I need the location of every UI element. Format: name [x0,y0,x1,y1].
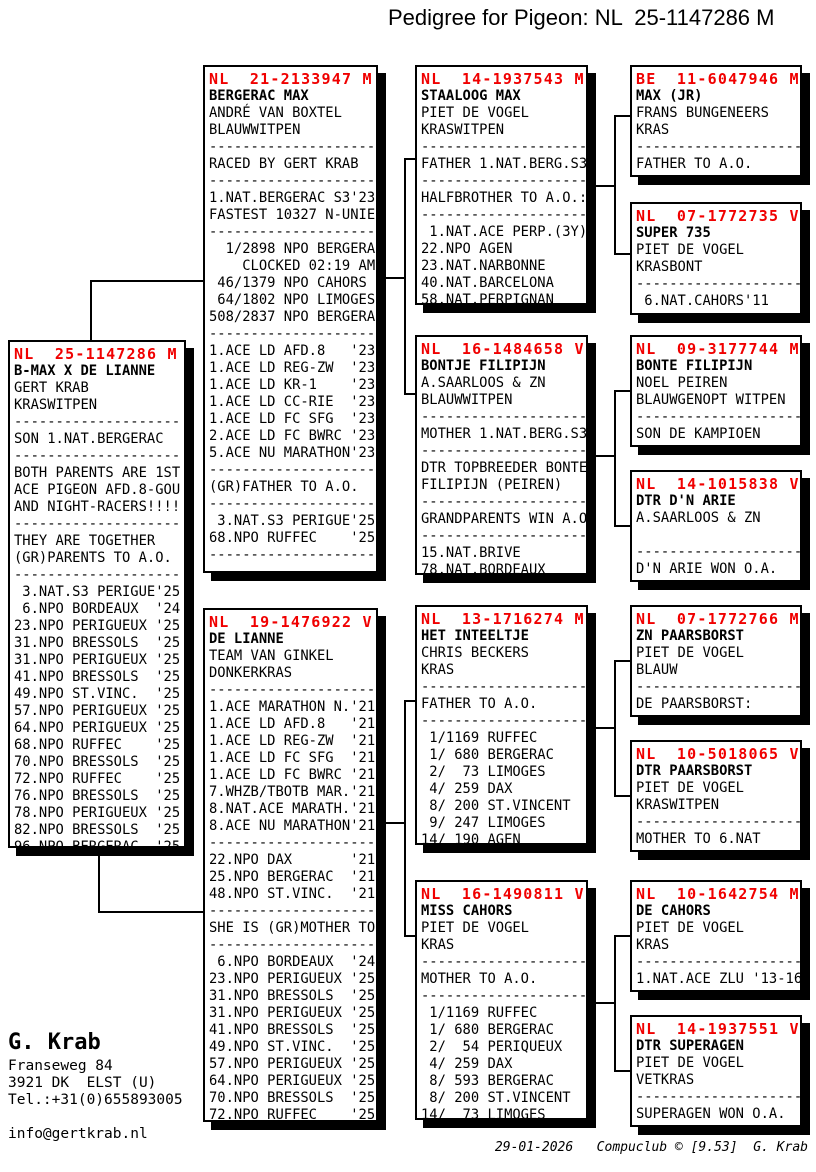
pedigree-box-ggp-8: NL 14-1937551 V DTR SUPERAGEN PIET DE VO… [630,1015,802,1127]
owner-name: G. Krab [8,1030,101,1055]
pedigree-box-ggp-5: NL 07-1772766 M ZN PAARSBORST PIET DE VO… [630,605,802,717]
pigeon-name: SUPER 735 [636,225,711,241]
pedigree-box-grandmother-maternal: NL 16-1490811 V MISS CAHORS PIET DE VOGE… [415,880,588,1120]
pigeon-name: STAALOOG MAX [421,88,521,104]
pigeon-name: MAX (JR) [636,88,703,104]
ring-number: NL 14-1015838 V [636,475,800,493]
connector-gp4-ggp8 [614,1070,630,1072]
pedigree-box-ggp-6: NL 10-5018065 V DTR PAARSBORST PIET DE V… [630,740,802,852]
ring-number: NL 13-1716274 M [421,610,585,628]
pigeon-details: NOEL PEIREN BLAUWGENOPT WITPEN ---------… [636,375,802,442]
pedigree-box-ggp-3: NL 09-3177744 M BONTE FILIPIJN NOEL PEIR… [630,335,802,447]
connector-mother-stub [380,822,406,824]
pigeon-details: PIET DE VOGEL KRASBONT -----------------… [636,242,802,309]
pigeon-name: MISS CAHORS [421,903,513,919]
connector-gp2-ggp3 [614,390,630,392]
ring-number: NL 14-1937543 M [421,70,585,88]
pedigree-box-subject: NL 25-1147286 M B-MAX X DE LIANNE GERT K… [8,340,186,848]
pigeon-details: FRANS BUNGENEERS KRAS ------------------… [636,105,802,172]
owner-city: 3921 DK ELST (U) [8,1075,157,1091]
connector-gp1-bracket [614,115,616,255]
pedigree-box-grandmother-paternal: NL 16-1484658 V BONTJE FILIPIJN A.SAARLO… [415,335,588,575]
pigeon-name: DE CAHORS [636,903,711,919]
pedigree-box-ggp-7: NL 10-1642754 M DE CAHORS PIET DE VOGEL … [630,880,802,992]
connector-mother-bracket [404,700,406,937]
pedigree-box-ggp-1: BE 11-6047946 M MAX (JR) FRANS BUNGENEER… [630,65,802,177]
ring-number: NL 16-1490811 V [421,885,585,903]
pigeon-details: TEAM VAN GINKEL DONKERKRAS -------------… [209,648,376,1122]
ring-number: NL 21-2133947 M [209,70,373,88]
connector-gp4-stub [590,1002,616,1004]
pigeon-name: DTR D'N ARIE [636,493,736,509]
connector-subject-father-h [90,280,205,282]
connector-gp1-ggp2 [614,253,630,255]
owner-phone: Tel.:+31(0)655893005 [8,1092,183,1108]
ring-number: NL 10-1642754 M [636,885,800,903]
pigeon-name: BONTE FILIPIJN [636,358,753,374]
ring-number: NL 16-1484658 V [421,340,585,358]
pigeon-details: ANDRÉ VAN BOXTEL BLAUWWITPEN -----------… [209,105,376,563]
pigeon-name: ZN PAARSBORST [636,628,744,644]
pigeon-name: B-MAX X DE LIANNE [14,363,156,379]
connector-subject-father-v [90,280,92,342]
ring-number: BE 11-6047946 M [636,70,800,88]
pigeon-details: PIET DE VOGEL KRASWITPEN ---------------… [421,105,588,305]
connector-father-gp2 [404,393,415,395]
connector-mother-gp3 [404,700,415,702]
page-title: Pedigree for Pigeon: NL 25-1147286 M [388,5,775,30]
footer-credit: 29-01-2026 Compuclub © [9.53] G. Krab [494,1140,808,1155]
connector-father-bracket [404,158,406,395]
ring-number: NL 14-1937551 V [636,1020,800,1038]
connector-gp2-ggp4 [614,525,630,527]
pigeon-details: CHRIS BECKERS KRAS -------------------- … [421,645,588,845]
pigeon-details: PIET DE VOGEL KRAS -------------------- … [421,920,588,1120]
ring-number: NL 25-1147286 M [14,345,178,363]
pigeon-name: HET INTEELTJE [421,628,529,644]
pigeon-details: PIET DE VOGEL KRASWITPEN ---------------… [636,780,802,847]
connector-father-stub [380,277,406,279]
connector-subject-mother-h [98,911,205,913]
pigeon-details: A.SAARLOOS & ZN -------------------- D'N… [636,510,802,577]
pedigree-box-father: NL 21-2133947 M BERGERAC MAX ANDRÉ VAN B… [203,65,378,573]
pigeon-name: BONTJE FILIPIJN [421,358,546,374]
pigeon-details: PIET DE VOGEL KRAS -------------------- … [636,920,802,987]
connector-gp1-ggp1 [614,115,630,117]
connector-gp1-stub [590,185,616,187]
connector-gp2-stub [590,455,616,457]
ring-number: NL 19-1476922 V [209,613,373,631]
connector-gp3-ggp6 [614,795,630,797]
connector-gp3-bracket [614,660,616,797]
connector-mother-gp4 [404,935,415,937]
pedigree-box-ggp-4: NL 14-1015838 V DTR D'N ARIE A.SAARLOOS … [630,470,802,582]
connector-subject-mother-v [98,848,100,913]
connector-gp4-bracket [614,935,616,1072]
ring-number: NL 07-1772735 V [636,207,800,225]
pigeon-details: GERT KRAB KRASWITPEN -------------------… [14,380,181,848]
owner-street: Franseweg 84 [8,1058,113,1074]
connector-gp4-ggp7 [614,935,630,937]
pedigree-box-ggp-2: NL 07-1772735 V SUPER 735 PIET DE VOGEL … [630,202,802,315]
pigeon-details: PIET DE VOGEL BLAUW --------------------… [636,645,802,712]
pigeon-name: BERGERAC MAX [209,88,309,104]
connector-gp3-stub [590,727,616,729]
pigeon-name: DTR PAARSBORST [636,763,753,779]
pedigree-box-grandfather-maternal: NL 13-1716274 M HET INTEELTJE CHRIS BECK… [415,605,588,845]
connector-father-gp1 [404,158,415,160]
connector-gp2-bracket [614,390,616,527]
owner-email: info@gertkrab.nl [8,1126,148,1142]
ring-number: NL 07-1772766 M [636,610,800,628]
pigeon-details: A.SAARLOOS & ZN BLAUWWITPEN ------------… [421,375,588,575]
pedigree-box-grandfather-paternal: NL 14-1937543 M STAALOOG MAX PIET DE VOG… [415,65,588,305]
pedigree-box-mother: NL 19-1476922 V DE LIANNE TEAM VAN GINKE… [203,608,378,1122]
pigeon-details: PIET DE VOGEL VETKRAS ------------------… [636,1055,802,1122]
ring-number: NL 09-3177744 M [636,340,800,358]
pigeon-name: DTR SUPERAGEN [636,1038,744,1054]
pigeon-name: DE LIANNE [209,631,284,647]
connector-gp3-ggp5 [614,660,630,662]
ring-number: NL 10-5018065 V [636,745,800,763]
